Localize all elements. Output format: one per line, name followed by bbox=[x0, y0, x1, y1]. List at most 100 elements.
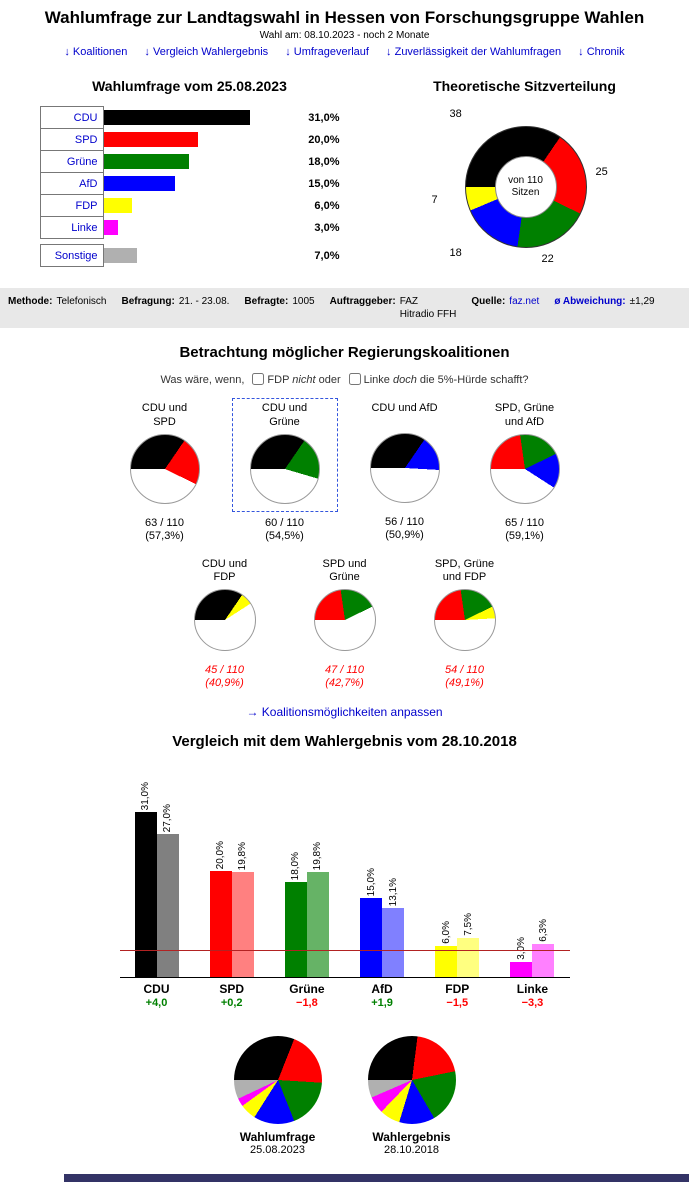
poll-bar bbox=[103, 154, 189, 169]
adjust-coalitions-link[interactable]: → Koalitionsmöglichkeiten anpassen bbox=[246, 705, 443, 719]
party-label: Grüne bbox=[289, 982, 325, 996]
coalition-percent: (54,5%) bbox=[265, 529, 304, 542]
diff-label: −3,3 bbox=[521, 997, 544, 1009]
nav-link-zuverlaessigkeit[interactable]: ↓ Zuverlässigkeit der Wahlumfragen bbox=[386, 46, 562, 58]
coalition-name: SPD, Grüne und AfD bbox=[494, 402, 555, 428]
deviation-link[interactable]: ø Abweichung: bbox=[554, 296, 626, 307]
coalition-seats: 60 / 110 bbox=[265, 516, 304, 529]
poll-bar bbox=[103, 110, 250, 125]
coalition-pie bbox=[129, 433, 200, 504]
linke-threshold-checkbox[interactable] bbox=[348, 373, 361, 385]
coalition-name: CDU und SPD bbox=[141, 402, 188, 428]
source-link[interactable]: faz.net bbox=[509, 296, 540, 307]
compare-group: 15,0% 13,1% AfD +1,9 bbox=[349, 772, 415, 1010]
bar-value-label: 3,0% bbox=[515, 937, 527, 960]
coalition-pie bbox=[489, 433, 560, 504]
coalition-seats: 56 / 110 bbox=[385, 516, 424, 528]
nav-link-umfrageverlauf[interactable]: ↓ Umfrageverlauf bbox=[285, 46, 369, 58]
coalitions-section: Betrachtung möglicher Regierungskoalitio… bbox=[0, 344, 689, 719]
compare-group: 3,0% 6,3% Linke −3,3 bbox=[499, 772, 565, 1010]
down-arrow-icon: ↓ bbox=[578, 46, 584, 58]
coalition-option: CDU und AfD 56 / 110 (50,9%) bbox=[352, 398, 458, 541]
bar-value-label: 13,1% bbox=[387, 877, 399, 906]
party-link-afd[interactable]: AfD bbox=[39, 172, 104, 195]
pie-date: 28.10.2018 bbox=[383, 1144, 440, 1156]
poll-row: Grüne 18,0% bbox=[39, 150, 340, 173]
poll-value: 18,0% bbox=[308, 155, 340, 168]
nav-link-koalitionen[interactable]: ↓ Koalitionen bbox=[64, 46, 128, 58]
coalition-pie bbox=[249, 433, 320, 504]
pie-title: Wahlergebnis bbox=[372, 1130, 451, 1144]
meta-methode: Methode: Telefonisch bbox=[8, 296, 107, 307]
coalition-box[interactable]: SPD und Grüne bbox=[292, 554, 398, 660]
coalition-pie bbox=[193, 589, 256, 651]
bar-value-label: 19,8% bbox=[237, 841, 249, 870]
seat-donut-chart: von 110 Sitzen 38 25 22 18 7 bbox=[420, 106, 630, 276]
coalition-row-majority: CDU und SPD 63 / 110 (57,3%) CDU und Grü… bbox=[0, 398, 689, 542]
seats-title: Theoretische Sitzverteilung bbox=[433, 78, 616, 94]
party-link-fdp[interactable]: FDP bbox=[39, 194, 104, 217]
comparison-section: Vergleich mit dem Wahlergebnis vom 28.10… bbox=[0, 733, 689, 1156]
bar-value-label: 6,0% bbox=[440, 921, 452, 944]
coalition-box[interactable]: CDU und SPD bbox=[112, 398, 218, 512]
diff-label: +4,0 bbox=[145, 997, 168, 1009]
coalition-box[interactable]: CDU und AfD bbox=[352, 398, 458, 511]
nav-link-vergleich-wahlergebnis[interactable]: ↓ Vergleich Wahlergebnis bbox=[144, 46, 269, 58]
seat-donut-center: von 110 Sitzen bbox=[494, 156, 557, 218]
poll-row: CDU 31,0% bbox=[39, 106, 340, 129]
party-link-spd[interactable]: SPD bbox=[39, 128, 104, 151]
coalition-pie bbox=[433, 589, 496, 651]
party-link-cdu[interactable]: CDU bbox=[39, 106, 104, 129]
nav-link-chronik[interactable]: ↓ Chronik bbox=[578, 46, 625, 58]
bar-value-label: 31,0% bbox=[140, 781, 151, 810]
coalition-box[interactable]: CDU und FDP bbox=[172, 554, 278, 660]
party-label: CDU bbox=[143, 982, 170, 996]
poll-bar bbox=[103, 176, 175, 191]
party-label: AfD bbox=[371, 982, 393, 996]
poll-title: Wahlumfrage vom 25.08.2023 bbox=[92, 78, 287, 94]
compare-bar-poll bbox=[435, 946, 458, 978]
compare-bar-poll bbox=[134, 812, 157, 978]
right-arrow-icon: → bbox=[246, 705, 259, 719]
compare-group: 31,0% 27,0% CDU +4,0 bbox=[124, 772, 190, 1010]
coalition-option: CDU und FDP 45 / 110 (40,9%) bbox=[172, 554, 278, 689]
seat-count-spd: 25 bbox=[595, 166, 608, 178]
fdp-threshold-checkbox[interactable] bbox=[252, 373, 265, 385]
compare-bar-prev bbox=[532, 944, 555, 978]
poll-bar-chart: CDU 31,0% SPD 20,0% Grüne 18,0% AfD 15,0… bbox=[39, 106, 340, 267]
down-arrow-icon: ↓ bbox=[386, 46, 392, 58]
party-link-linke[interactable]: Linke bbox=[39, 216, 104, 239]
five-percent-threshold-line bbox=[119, 950, 570, 951]
meta-befragte: Befragte: 1005 bbox=[244, 296, 315, 307]
meta-abweichung: ø Abweichung: ±1,29 bbox=[554, 296, 655, 307]
poll-row: FDP 6,0% bbox=[39, 194, 340, 217]
coalition-box[interactable]: SPD, Grüne und AfD bbox=[472, 398, 578, 512]
coalition-pie bbox=[369, 433, 440, 503]
coalition-name: CDU und AfD bbox=[371, 402, 438, 414]
down-arrow-icon: ↓ bbox=[285, 46, 291, 58]
party-link-gruene[interactable]: Grüne bbox=[39, 150, 104, 173]
party-link-sonstige[interactable]: Sonstige bbox=[39, 244, 104, 267]
poll-value: 20,0% bbox=[308, 133, 340, 146]
party-label: SPD bbox=[219, 982, 245, 996]
diff-label: −1,8 bbox=[296, 997, 318, 1009]
diff-label: −1,5 bbox=[446, 997, 469, 1009]
coalition-option: SPD, Grüne und AfD 65 / 110 (59,1%) bbox=[472, 398, 578, 542]
coalition-pie bbox=[313, 589, 376, 651]
compare-bar-poll bbox=[284, 882, 307, 978]
party-label: FDP bbox=[445, 982, 470, 996]
diff-label: +0,2 bbox=[220, 997, 243, 1009]
coalition-seats: 65 / 110 bbox=[505, 516, 544, 529]
coalition-box[interactable]: CDU und Grüne bbox=[231, 398, 338, 512]
compare-bar-prev bbox=[231, 872, 254, 978]
compare-bar-poll bbox=[510, 962, 533, 978]
compare-bar-poll bbox=[209, 871, 232, 978]
seat-distribution-section: Theoretische Sitzverteilung von 110 Sitz… bbox=[370, 70, 680, 276]
seat-count-fdp: 7 bbox=[431, 194, 438, 206]
coalition-box[interactable]: SPD, Grüne und FDP bbox=[412, 554, 518, 660]
compare-group: 6,0% 7,5% FDP −1,5 bbox=[424, 772, 490, 1010]
coalition-name: CDU und FDP bbox=[201, 557, 248, 584]
party-label: Linke bbox=[516, 982, 549, 996]
coalition-seats: 54 / 110 bbox=[445, 664, 484, 676]
bar-value-label: 20,0% bbox=[215, 840, 227, 869]
